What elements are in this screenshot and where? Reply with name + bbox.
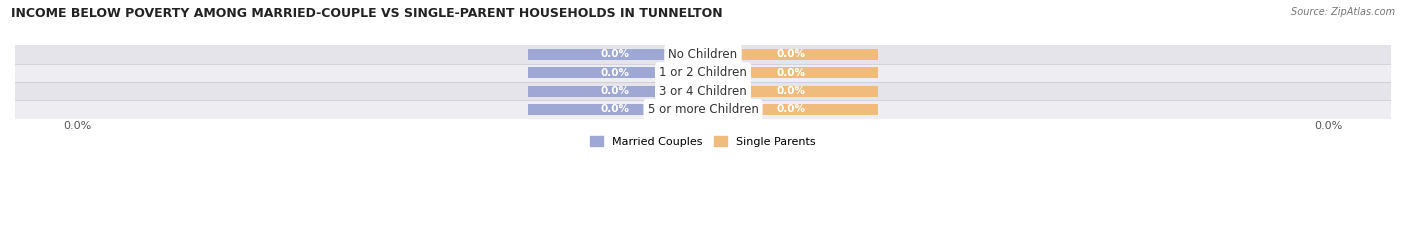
- Bar: [703, 67, 879, 78]
- Bar: [703, 49, 879, 60]
- Text: INCOME BELOW POVERTY AMONG MARRIED-COUPLE VS SINGLE-PARENT HOUSEHOLDS IN TUNNELT: INCOME BELOW POVERTY AMONG MARRIED-COUPL…: [11, 7, 723, 20]
- Bar: [527, 104, 703, 115]
- Text: 5 or more Children: 5 or more Children: [648, 103, 758, 116]
- Text: 0.0%: 0.0%: [776, 104, 806, 114]
- Text: 3 or 4 Children: 3 or 4 Children: [659, 85, 747, 98]
- Bar: [703, 86, 879, 97]
- Bar: [527, 86, 703, 97]
- Text: Source: ZipAtlas.com: Source: ZipAtlas.com: [1291, 7, 1395, 17]
- Text: 0.0%: 0.0%: [600, 68, 630, 78]
- Text: No Children: No Children: [668, 48, 738, 61]
- Text: 0.0%: 0.0%: [600, 86, 630, 96]
- Text: 0.0%: 0.0%: [600, 104, 630, 114]
- Text: 0.0%: 0.0%: [776, 68, 806, 78]
- Text: 0.0%: 0.0%: [776, 49, 806, 59]
- Text: 0.0%: 0.0%: [600, 49, 630, 59]
- Bar: [15, 45, 1391, 64]
- Bar: [15, 82, 1391, 100]
- Bar: [527, 49, 703, 60]
- Bar: [15, 64, 1391, 82]
- Text: 1 or 2 Children: 1 or 2 Children: [659, 66, 747, 79]
- Bar: [703, 104, 879, 115]
- Bar: [15, 100, 1391, 119]
- Text: 0.0%: 0.0%: [776, 86, 806, 96]
- Legend: Married Couples, Single Parents: Married Couples, Single Parents: [586, 132, 820, 151]
- Bar: [527, 67, 703, 78]
